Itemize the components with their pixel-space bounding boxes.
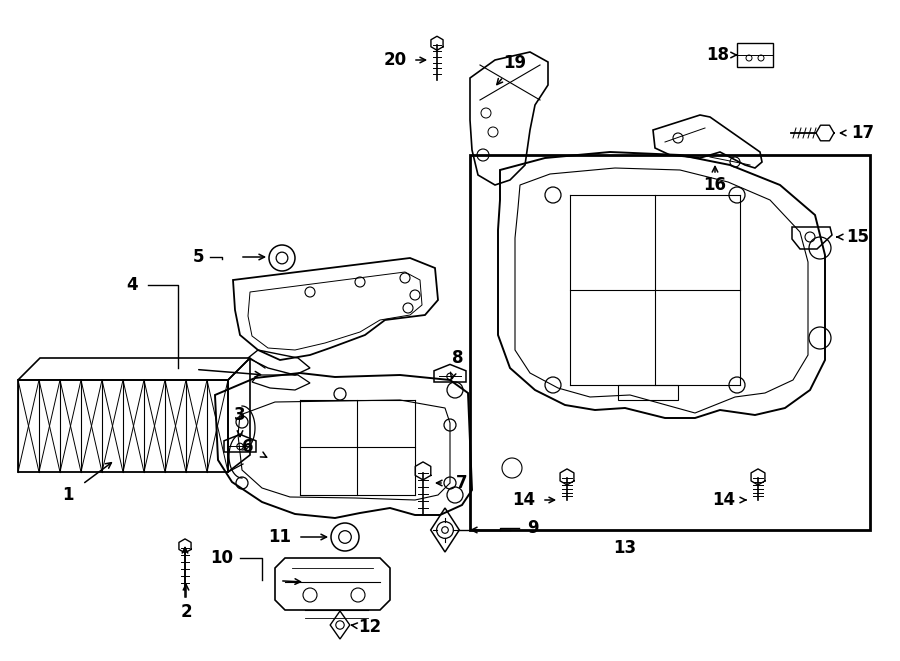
Bar [470, 155, 870, 530]
Text: 17: 17 [851, 124, 875, 142]
Text: 7: 7 [456, 474, 468, 492]
Bar [618, 385, 678, 400]
Text: 10: 10 [211, 549, 233, 567]
Text: 20: 20 [383, 51, 407, 69]
Text: 12: 12 [358, 618, 382, 636]
Text: 11: 11 [268, 528, 292, 546]
Text: 16: 16 [704, 176, 726, 194]
Text: 9: 9 [527, 519, 539, 537]
Text: 14: 14 [512, 491, 535, 509]
Text: 6: 6 [242, 438, 254, 456]
Text: 18: 18 [706, 46, 730, 64]
Text: 3: 3 [234, 406, 246, 424]
Text: 4: 4 [126, 276, 138, 294]
Text: 19: 19 [503, 54, 526, 72]
Text: 1: 1 [62, 486, 74, 504]
Text: 5: 5 [193, 248, 203, 266]
Text: 13: 13 [614, 539, 636, 557]
Text: 2: 2 [180, 603, 192, 621]
Text: 8: 8 [452, 349, 464, 367]
Text: 15: 15 [847, 228, 869, 246]
Bar [18, 380, 228, 472]
Text: 14: 14 [713, 491, 735, 509]
